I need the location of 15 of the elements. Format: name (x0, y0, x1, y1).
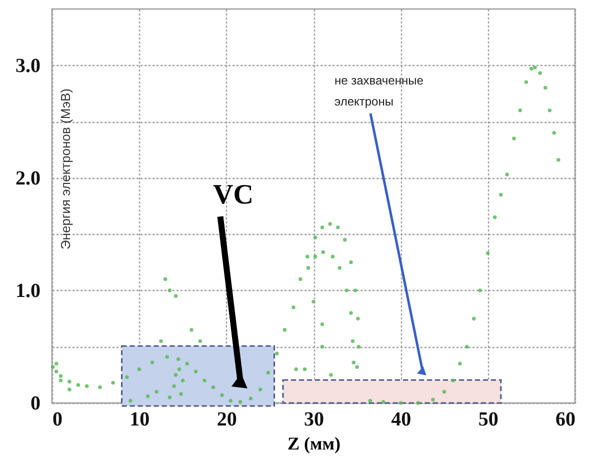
annotation: не захваченные электроны (334, 73, 424, 108)
y-tick-label: 2.0 (16, 167, 40, 190)
y-tick-label: 1.0 (16, 280, 40, 302)
x-tick-label: 60 (556, 408, 576, 430)
x-tick-label: 20 (216, 408, 237, 430)
x-tick-label: 50 (478, 408, 498, 430)
x-axis-title: Z (мм) (287, 434, 341, 454)
x-tick-label: 40 (391, 408, 412, 430)
x-tick-label: 10 (130, 408, 150, 430)
y-tick-label: 0 (30, 392, 40, 414)
annotation: VC (213, 179, 254, 210)
x-tick-label: 0 (52, 408, 62, 430)
x-tick-label: 30 (304, 408, 324, 430)
y-axis-title: Энергия электронов (МэВ) (58, 88, 73, 250)
y-tick-label: 3.0 (16, 54, 40, 77)
